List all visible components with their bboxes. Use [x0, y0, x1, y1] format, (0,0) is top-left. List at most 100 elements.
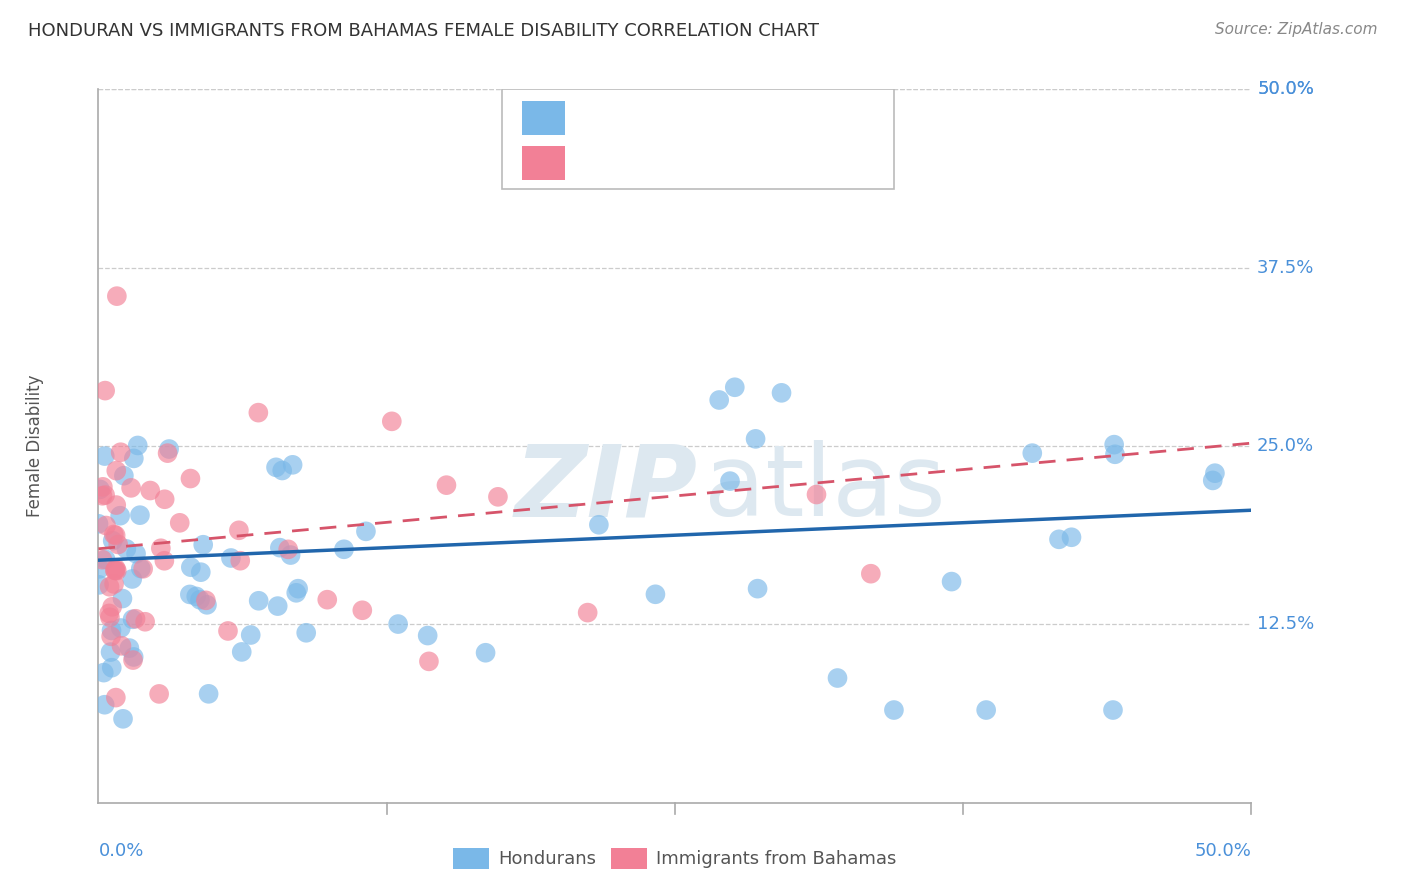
Point [105, 464, 128, 478]
Point [127, 438, 149, 452]
Point [436, 478, 458, 492]
Point [1102, 703, 1125, 717]
Point [231, 645, 253, 659]
Point [333, 542, 356, 557]
Point [264, 460, 287, 475]
Point [180, 560, 202, 574]
Point [125, 547, 148, 561]
Point [576, 606, 599, 620]
Point [474, 646, 496, 660]
Point [197, 687, 219, 701]
Point [100, 629, 122, 643]
Point [148, 687, 170, 701]
Text: 25.0%: 25.0% [1257, 437, 1315, 455]
Point [93, 698, 115, 712]
FancyBboxPatch shape [522, 101, 565, 136]
Point [744, 432, 766, 446]
Point [104, 528, 127, 542]
Text: 50.0%: 50.0% [1195, 842, 1251, 860]
Text: HONDURAN VS IMMIGRANTS FROM BAHAMAS FEMALE DISABILITY CORRELATION CHART: HONDURAN VS IMMIGRANTS FROM BAHAMAS FEMA… [28, 22, 820, 40]
Point [139, 483, 162, 498]
Point [1060, 530, 1083, 544]
Point [153, 492, 176, 507]
Point [118, 641, 141, 656]
Point [709, 392, 731, 407]
Point [121, 612, 143, 626]
Point [91, 552, 114, 566]
FancyBboxPatch shape [522, 145, 565, 180]
Point [941, 574, 963, 589]
Point [883, 703, 905, 717]
Point [87, 578, 110, 592]
Point [416, 629, 439, 643]
Point [381, 414, 404, 428]
Point [104, 690, 127, 705]
Text: ZIP: ZIP [515, 441, 697, 537]
Point [91, 489, 114, 503]
Text: 37.5%: 37.5% [1257, 259, 1315, 277]
Point [190, 565, 212, 579]
Point [132, 562, 155, 576]
Text: R =  0.078    N = 53: R = 0.078 N = 53 [579, 153, 761, 172]
Text: Female Disability: Female Disability [25, 375, 44, 517]
Point [193, 538, 215, 552]
Point [217, 624, 239, 638]
Point [87, 516, 110, 531]
Point [94, 449, 117, 463]
FancyBboxPatch shape [502, 89, 894, 189]
Point [352, 603, 374, 617]
Point [486, 490, 509, 504]
Point [134, 615, 156, 629]
Point [112, 468, 135, 483]
Point [219, 551, 242, 566]
Point [277, 542, 299, 557]
Point [186, 590, 208, 604]
Point [153, 554, 176, 568]
Point [98, 610, 121, 624]
Point [588, 517, 610, 532]
Legend: Hondurans, Immigrants from Bahamas: Hondurans, Immigrants from Bahamas [446, 840, 904, 876]
Point [112, 712, 135, 726]
Point [120, 481, 142, 495]
Text: 12.5%: 12.5% [1257, 615, 1315, 633]
Point [101, 533, 124, 548]
Point [827, 671, 849, 685]
Point [103, 527, 125, 541]
Point [110, 445, 132, 459]
Point [418, 654, 440, 668]
Point [974, 703, 997, 717]
Point [100, 624, 122, 638]
Point [194, 593, 217, 607]
Point [271, 463, 294, 477]
Point [1021, 446, 1043, 460]
Point [107, 537, 129, 551]
Point [105, 498, 128, 512]
Point [100, 661, 122, 675]
Point [93, 665, 115, 680]
Point [724, 380, 747, 394]
Text: 50.0%: 50.0% [1257, 80, 1315, 98]
Point [247, 406, 270, 420]
Point [94, 518, 117, 533]
Point [718, 474, 741, 488]
Point [281, 458, 304, 472]
Point [104, 561, 127, 575]
Point [269, 541, 291, 555]
Point [105, 289, 128, 303]
Point [122, 451, 145, 466]
Point [1047, 533, 1070, 547]
Point [104, 563, 127, 577]
Point [228, 524, 250, 538]
Point [1204, 466, 1226, 480]
Text: 50.0%: 50.0% [1257, 80, 1315, 98]
Point [94, 552, 117, 566]
Point [644, 587, 666, 601]
Point [1202, 474, 1225, 488]
Point [149, 541, 172, 556]
Point [285, 586, 308, 600]
Point [316, 592, 339, 607]
Text: atlas: atlas [704, 441, 945, 537]
Point [91, 480, 114, 494]
Point [110, 639, 132, 653]
Point [100, 645, 122, 659]
